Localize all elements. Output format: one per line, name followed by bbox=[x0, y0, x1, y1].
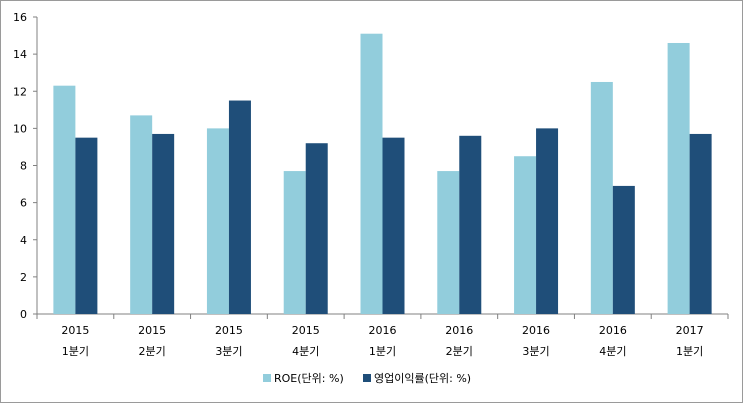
x-tick-label-year: 2016 bbox=[445, 324, 473, 337]
y-axis: 0 2 4 6 8 10 12 14 16 bbox=[13, 11, 38, 321]
x-tick-label-quarter: 2분기 bbox=[139, 345, 166, 358]
x-tick-label-quarter: 4분기 bbox=[292, 345, 319, 358]
bar-roe bbox=[206, 128, 229, 314]
x-tick-label-quarter: 1분기 bbox=[676, 345, 703, 358]
bar-roe bbox=[667, 42, 690, 315]
x-tick-label-quarter: 4분기 bbox=[599, 345, 626, 358]
bar-operating-margin bbox=[536, 128, 559, 314]
bar-operating-margin bbox=[305, 143, 328, 314]
y-tick-label: 14 bbox=[13, 48, 27, 61]
bar-roe bbox=[360, 33, 383, 315]
y-tick-label: 2 bbox=[20, 271, 27, 284]
bar-operating-margin bbox=[612, 185, 635, 314]
bar-roe bbox=[590, 81, 613, 314]
x-tick-label-year: 2016 bbox=[522, 324, 550, 337]
bar-roe bbox=[514, 156, 537, 314]
x-tick-label-quarter: 2분기 bbox=[446, 345, 473, 358]
legend-label: 영업이익률(단위: %) bbox=[374, 372, 471, 385]
x-tick-label-year: 2015 bbox=[292, 324, 320, 337]
y-tick-label: 10 bbox=[13, 122, 27, 135]
x-tick-label-quarter: 3분기 bbox=[522, 345, 549, 358]
x-tick-label-year: 2015 bbox=[61, 324, 89, 337]
bar-operating-margin bbox=[459, 135, 482, 314]
bar-operating-margin bbox=[228, 100, 251, 314]
x-tick-label-year: 2015 bbox=[138, 324, 166, 337]
y-tick-label: 0 bbox=[20, 308, 27, 321]
bar-roe bbox=[130, 115, 153, 314]
y-tick-label: 16 bbox=[13, 11, 27, 24]
legend: ROE(단위: %) 영업이익률(단위: %) bbox=[263, 372, 471, 385]
x-tick-label-year: 2017 bbox=[676, 324, 704, 337]
bar-operating-margin bbox=[382, 137, 405, 314]
legend-swatch bbox=[363, 374, 371, 382]
bar-roe bbox=[283, 171, 306, 314]
x-tick-label-year: 2015 bbox=[215, 324, 243, 337]
bar-operating-margin bbox=[152, 133, 175, 314]
y-tick-label: 6 bbox=[20, 197, 27, 210]
legend-label: ROE(단위: %) bbox=[274, 372, 344, 385]
x-tick-label-year: 2016 bbox=[369, 324, 397, 337]
y-tick-label: 8 bbox=[20, 160, 27, 173]
x-tick-label-quarter: 1분기 bbox=[369, 345, 396, 358]
bar-roe bbox=[53, 85, 76, 315]
y-tick-label: 12 bbox=[13, 85, 27, 98]
bar-operating-margin bbox=[689, 133, 712, 314]
y-tick-label: 4 bbox=[20, 234, 27, 247]
x-tick-label-quarter: 1분기 bbox=[62, 345, 89, 358]
bar-operating-margin bbox=[75, 137, 98, 314]
bar-roe bbox=[437, 171, 460, 314]
x-tick-label-quarter: 3분기 bbox=[215, 345, 242, 358]
x-tick-label-year: 2016 bbox=[599, 324, 627, 337]
bars bbox=[53, 33, 712, 315]
x-axis: 2015 1분기 2015 2분기 2015 3분기 2015 4분기 2016 1분기 2016 2… bbox=[36, 313, 729, 358]
legend-swatch bbox=[263, 374, 271, 382]
